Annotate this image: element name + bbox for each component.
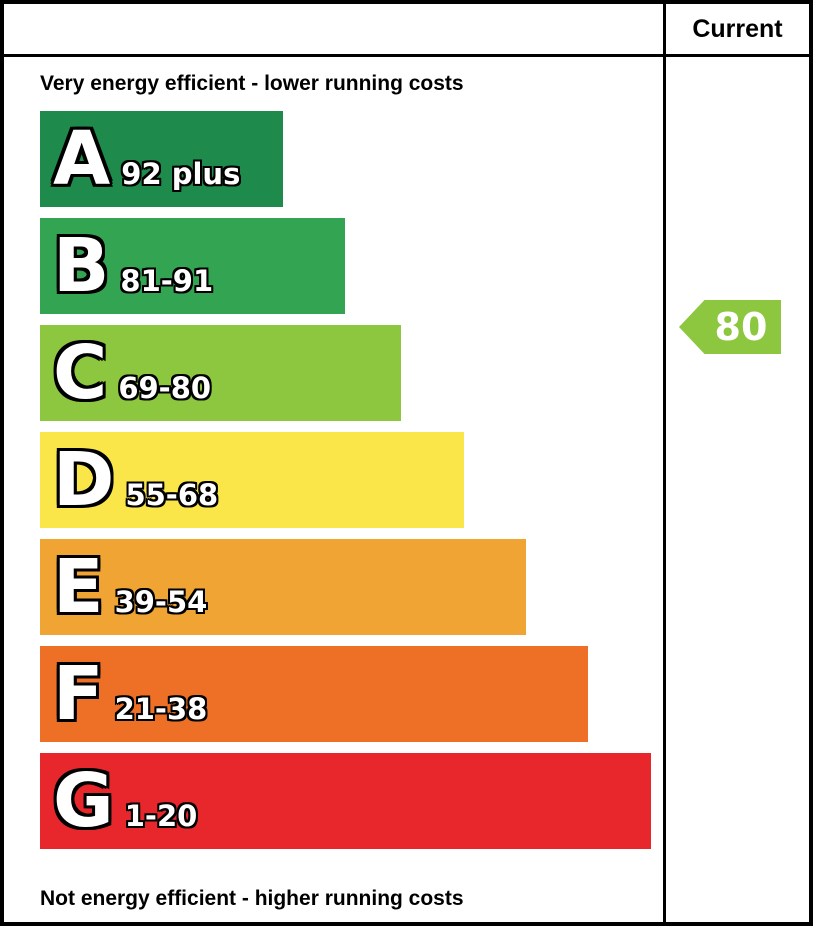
band-range: 92 plus [121, 157, 241, 191]
current-column-header: Current [663, 4, 809, 54]
rating-band: E 39-54 [40, 539, 526, 635]
band-range: 1-20 [124, 799, 198, 833]
band-range: 69-80 [118, 371, 212, 405]
current-rating-value: 80 [714, 305, 768, 349]
rating-band: D 55-68 [40, 432, 464, 528]
band-letter: A [53, 116, 111, 202]
band-letter: G [53, 758, 114, 844]
band-range: 55-68 [125, 478, 219, 512]
current-rating-column: 80 [663, 57, 809, 922]
chart-header-spacer [4, 4, 663, 54]
current-rating-arrow: 80 [679, 300, 781, 354]
band-range: 81-91 [120, 264, 214, 298]
rating-bands-area: Very energy efficient - lower running co… [4, 57, 663, 922]
band-letter: B [53, 223, 110, 309]
band-letter: D [53, 437, 115, 523]
band-range: 39-54 [114, 585, 208, 619]
chart-body: Very energy efficient - lower running co… [4, 57, 809, 922]
bottom-caption: Not energy efficient - higher running co… [40, 887, 464, 910]
band-letter: E [53, 544, 104, 630]
rating-band: B 81-91 [40, 218, 346, 314]
rating-band: A 92 plus [40, 111, 283, 207]
band-letter: C [53, 330, 108, 416]
top-caption: Very energy efficient - lower running co… [40, 72, 464, 95]
band-range: 21-38 [114, 692, 208, 726]
chart-header-row: Current [4, 4, 809, 57]
band-letter: F [53, 651, 104, 737]
rating-band: G 1-20 [40, 753, 651, 849]
rating-band: F 21-38 [40, 646, 589, 742]
rating-band: C 69-80 [40, 325, 402, 421]
